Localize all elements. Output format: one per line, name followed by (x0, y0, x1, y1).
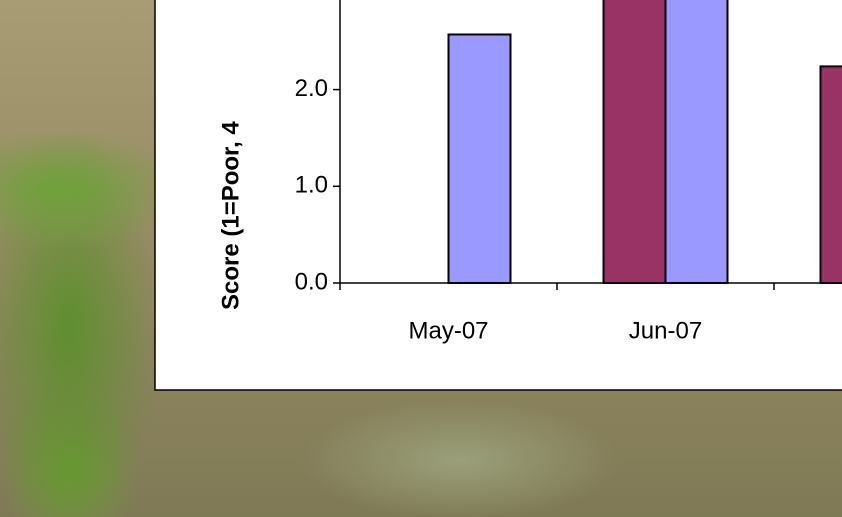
y-axis-title: Score (1=Poor, 4 (217, 121, 244, 310)
bar (447, 33, 512, 284)
bar (602, 0, 667, 284)
y-tick-label: 2.0 (295, 75, 328, 102)
x-tick-label: Jun-07 (629, 317, 702, 344)
x-tick-label: May-07 (408, 317, 488, 344)
y-tick-label: 3.0 (295, 0, 328, 5)
bar (819, 65, 842, 284)
y-tick-label: 0.0 (295, 268, 328, 295)
y-tick-label: 1.0 (295, 172, 328, 199)
bar (664, 0, 729, 285)
